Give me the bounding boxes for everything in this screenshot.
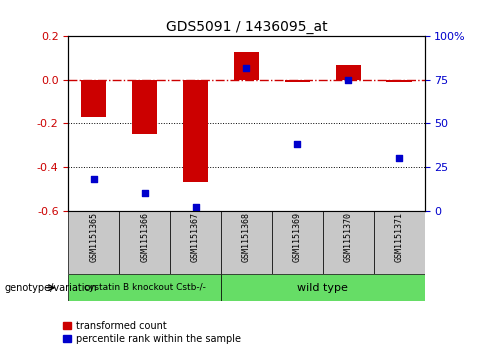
Point [192, 204, 200, 210]
Text: GSM1151369: GSM1151369 [293, 212, 302, 262]
Bar [81, 80, 106, 117]
Bar [323, 211, 374, 274]
Bar [119, 211, 170, 274]
Point [141, 190, 148, 196]
Bar [221, 211, 272, 274]
Point [293, 142, 301, 147]
Bar [234, 52, 259, 80]
Bar [386, 80, 412, 82]
Text: GSM1151366: GSM1151366 [140, 212, 149, 262]
Bar [68, 274, 221, 301]
Bar [336, 65, 361, 80]
Bar [183, 80, 208, 182]
Bar [374, 211, 425, 274]
Bar [285, 80, 310, 82]
Bar [170, 211, 221, 274]
Bar [68, 211, 119, 274]
Text: GSM1151365: GSM1151365 [89, 212, 98, 262]
Point [395, 155, 403, 161]
Point [345, 77, 352, 83]
Legend: transformed count, percentile rank within the sample: transformed count, percentile rank withi… [63, 321, 241, 344]
Text: wild type: wild type [297, 283, 348, 293]
Text: cystatin B knockout Cstb-/-: cystatin B knockout Cstb-/- [84, 283, 205, 292]
Text: genotype/variation: genotype/variation [5, 283, 98, 293]
Text: GSM1151368: GSM1151368 [242, 212, 251, 262]
Title: GDS5091 / 1436095_at: GDS5091 / 1436095_at [165, 20, 327, 34]
Bar [221, 274, 425, 301]
Bar [132, 80, 157, 134]
Text: GSM1151367: GSM1151367 [191, 212, 200, 262]
Text: GSM1151370: GSM1151370 [344, 212, 353, 262]
Point [243, 65, 250, 70]
Text: GSM1151371: GSM1151371 [395, 212, 404, 262]
Bar [272, 211, 323, 274]
Point [90, 176, 98, 182]
